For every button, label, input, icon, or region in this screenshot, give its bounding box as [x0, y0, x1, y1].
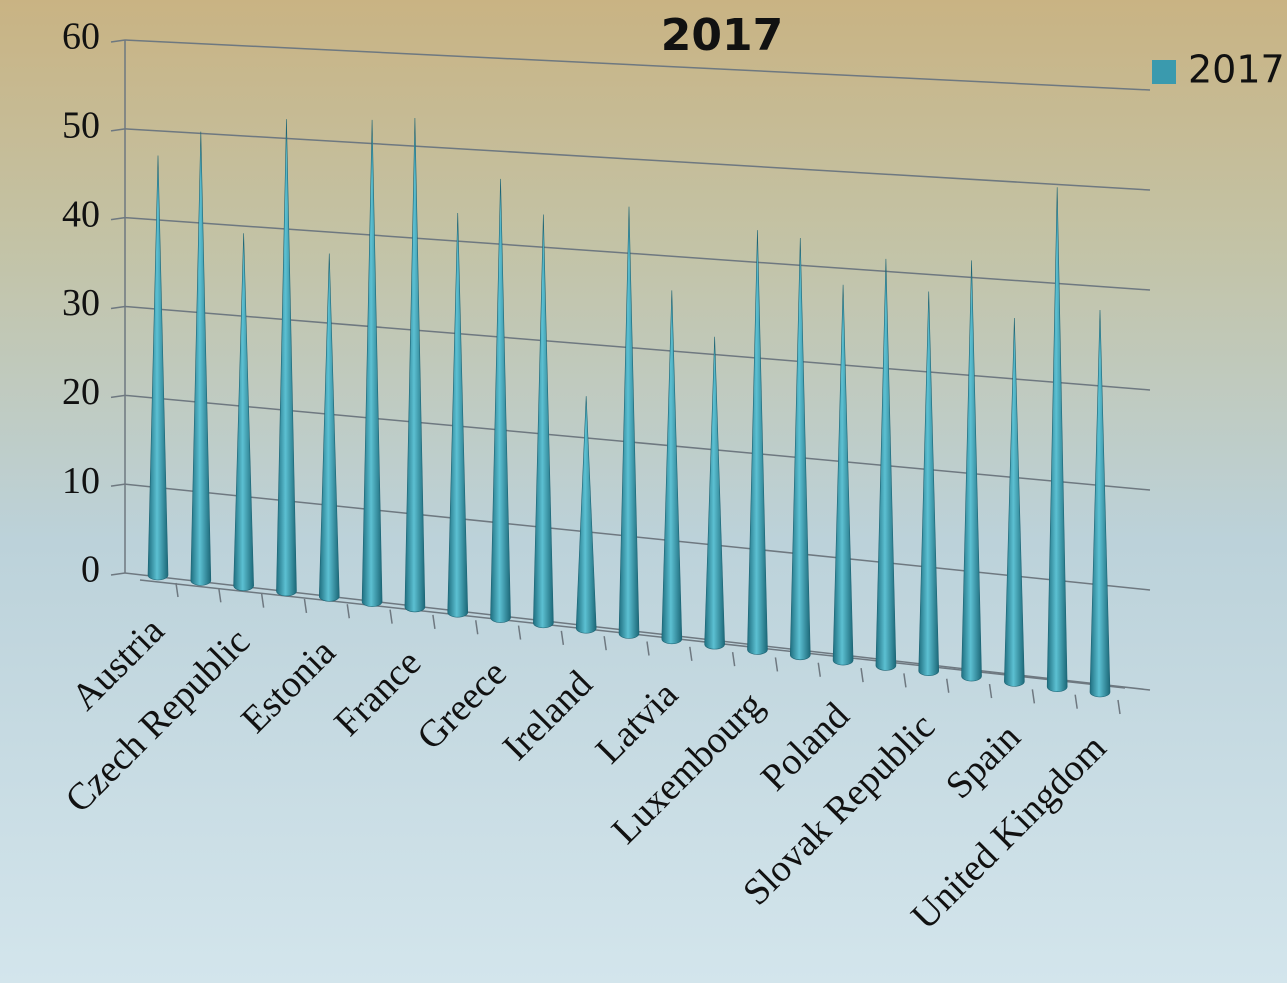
x-tick-mark: [646, 641, 650, 656]
x-tick-mark: [175, 582, 179, 598]
tick-mark: [110, 483, 126, 487]
tick-mark: [110, 216, 126, 221]
cone: [618, 206, 640, 639]
legend-label: 2017: [1188, 48, 1285, 92]
x-tick-mark: [260, 593, 265, 608]
x-tick-mark: [303, 598, 308, 614]
cone: [447, 212, 469, 618]
cone: [575, 396, 597, 634]
cone: [318, 253, 340, 602]
grid-line: [124, 128, 1151, 191]
x-tick-mark: [346, 604, 351, 619]
cone: [747, 230, 768, 655]
x-tick-mark: [1074, 694, 1078, 709]
x-tick-mark: [988, 683, 993, 699]
tick-mark: [110, 572, 126, 576]
x-tick-label: Spain: [938, 716, 1029, 807]
x-tick-mark: [903, 673, 907, 688]
cone: [533, 214, 554, 629]
cone: [361, 119, 383, 607]
x-tick-mark: [774, 657, 779, 672]
grid-line: [124, 216, 1151, 291]
cone: [147, 155, 169, 581]
legend-swatch: [1152, 60, 1176, 84]
cone: [233, 233, 254, 591]
cone: [832, 284, 854, 666]
cone: [276, 119, 297, 597]
x-tick-mark: [1031, 689, 1036, 704]
x-tick-mark: [1117, 699, 1121, 715]
tick-mark: [110, 128, 126, 132]
x-tick-mark: [817, 662, 822, 677]
cone: [961, 260, 982, 682]
grid-line: [124, 39, 1151, 91]
y-tick-label: 40: [62, 193, 100, 235]
cone: [918, 291, 940, 677]
x-tick-mark: [389, 609, 393, 624]
grid-line: [124, 394, 1151, 491]
grid-line: [124, 305, 1151, 391]
cone: [1089, 309, 1111, 698]
y-tick-label: 50: [62, 105, 100, 147]
y-tick-label: 10: [62, 460, 100, 502]
cone: [789, 238, 811, 661]
cone: [490, 178, 511, 623]
chart-title: 2017: [661, 10, 783, 61]
cone: [1046, 187, 1068, 692]
y-tick-label: 30: [62, 282, 100, 324]
x-tick-mark: [218, 588, 222, 603]
x-tick-mark: [689, 646, 693, 661]
tick-mark: [110, 39, 126, 43]
x-tick-mark: [860, 667, 864, 683]
cone: [875, 258, 897, 671]
cone: [190, 131, 212, 586]
x-tick-mark: [517, 625, 522, 640]
y-tick-label: 20: [62, 371, 100, 413]
tick-mark: [110, 394, 126, 399]
x-tick-mark: [945, 678, 950, 693]
x-tick-mark: [474, 620, 479, 635]
x-tick-mark: [731, 652, 736, 667]
x-tick-mark: [603, 636, 607, 651]
y-tick-label: 60: [62, 16, 100, 58]
cone: [661, 290, 683, 645]
x-tick-mark: [560, 630, 565, 645]
cone: [404, 117, 426, 613]
tick-mark: [110, 305, 126, 310]
cone: [1004, 318, 1025, 687]
y-tick-label: 0: [81, 549, 100, 591]
x-tick-mark: [432, 614, 436, 630]
cone: [704, 336, 725, 650]
